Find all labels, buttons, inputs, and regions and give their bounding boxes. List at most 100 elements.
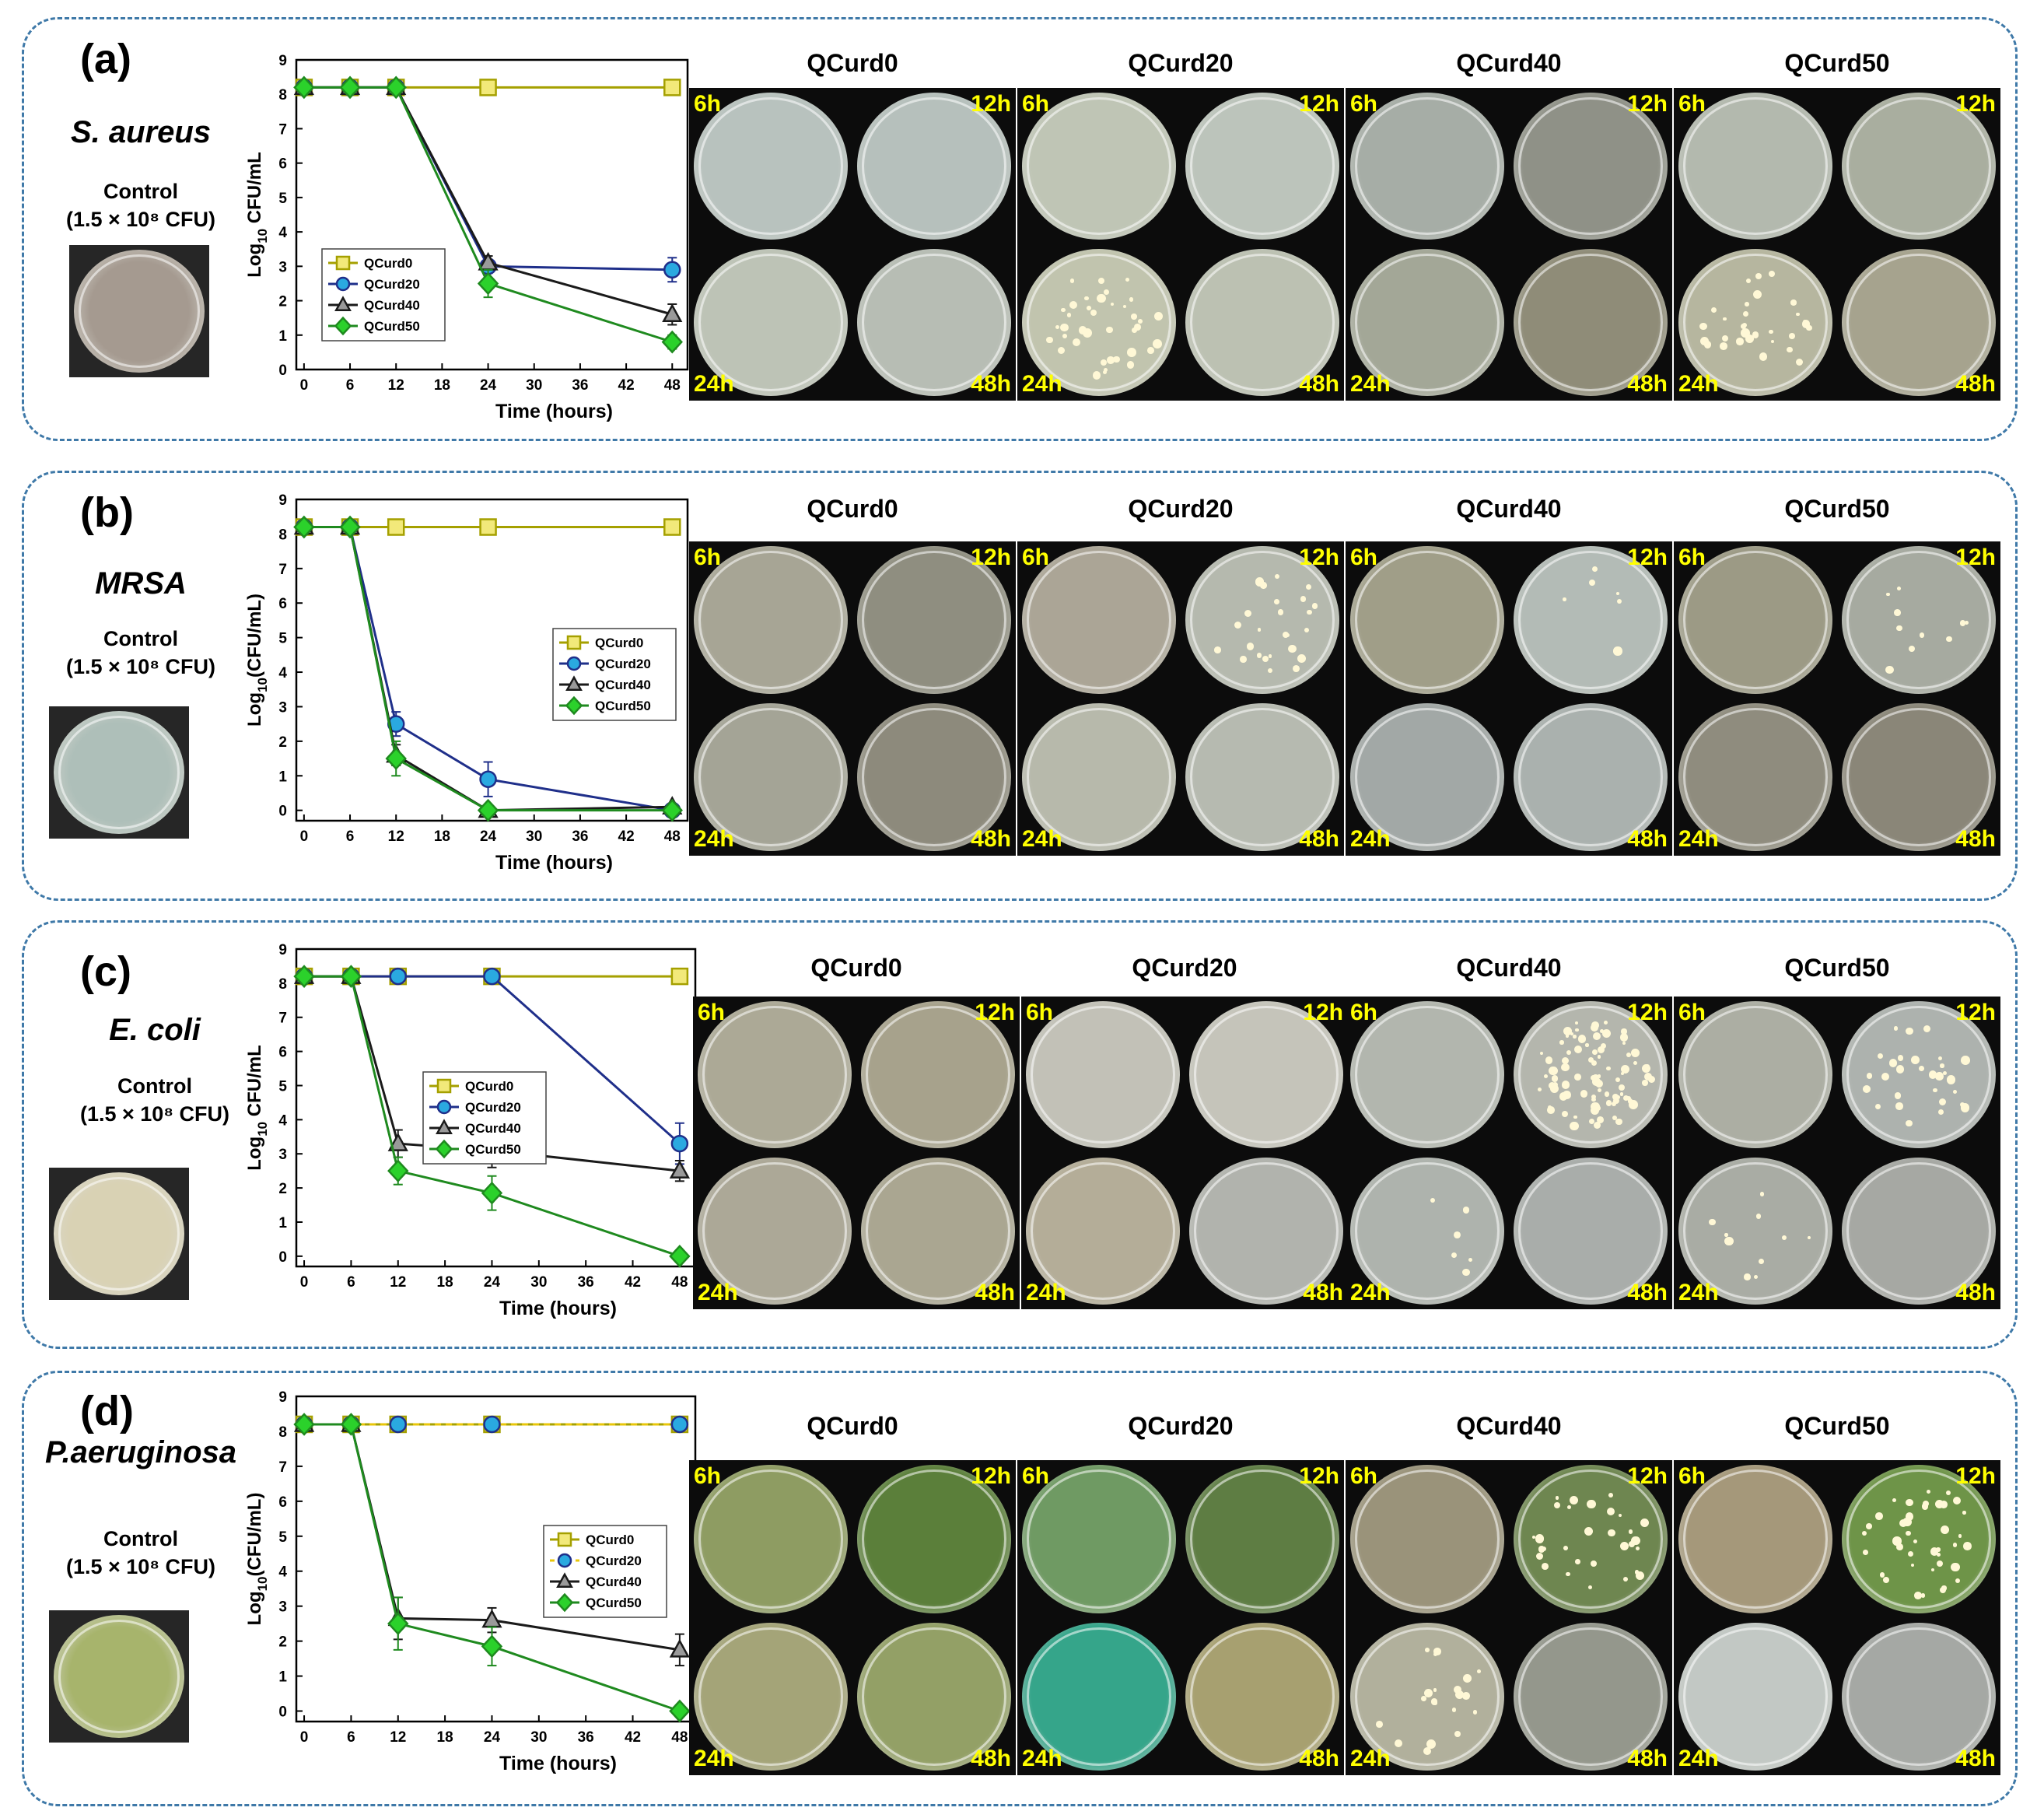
petri-dish xyxy=(857,1465,1011,1613)
legend-marker xyxy=(557,1553,572,1568)
colony-spot xyxy=(1878,1053,1884,1060)
grid-title-qcurd0: QCurd0 xyxy=(807,1412,898,1440)
plate-cell: 6h xyxy=(1346,997,1509,1153)
colony-spot xyxy=(1768,270,1776,278)
petri-dish xyxy=(1842,1465,1996,1613)
x-tick-label: 0 xyxy=(300,828,309,845)
colony-spot xyxy=(1546,1106,1555,1114)
legend-marker xyxy=(565,675,583,692)
control-plate-photo xyxy=(69,245,209,377)
plate-cell: 48h xyxy=(1509,1618,1672,1776)
colony-spot xyxy=(1640,1518,1649,1527)
plate-cell: 24h xyxy=(1346,699,1509,856)
data-point xyxy=(339,515,361,539)
x-tick-label: 48 xyxy=(664,377,681,394)
colony-spot xyxy=(1940,1501,1948,1508)
y-tick-label: 5 xyxy=(278,191,287,207)
plate-cell: 12h xyxy=(1837,541,2000,699)
data-point xyxy=(339,75,361,100)
colony-spot xyxy=(1755,1214,1762,1219)
colony-spot xyxy=(1561,1063,1570,1072)
data-point xyxy=(481,1181,503,1205)
y-axis-label-unit: (CFU/mL) xyxy=(244,1493,265,1577)
time-label: 24h xyxy=(1678,1280,1719,1305)
time-label: 48h xyxy=(1627,826,1668,852)
colony-spot xyxy=(1787,346,1793,353)
colony-spot xyxy=(1426,1739,1437,1750)
y-tick-label: 2 xyxy=(278,734,287,751)
y-tick-label: 8 xyxy=(278,87,287,103)
plate-cell: 24h xyxy=(1674,699,1837,856)
colony-spot xyxy=(1125,277,1129,282)
time-label: 12h xyxy=(971,1463,1011,1489)
colony-spot xyxy=(1297,654,1306,663)
grid-title-qcurd40: QCurd40 xyxy=(1456,954,1562,982)
legend-marker xyxy=(565,695,583,716)
petri-dish xyxy=(1026,1001,1180,1148)
colony-spot xyxy=(1563,597,1566,602)
colony-spot xyxy=(1305,584,1311,590)
plate-cell: 48h xyxy=(1509,244,1672,401)
colony-spot xyxy=(1100,359,1107,366)
petri-dish xyxy=(1350,1158,1504,1305)
plate-cell: 24h xyxy=(1017,244,1181,401)
plate-grid-qcurd0: 6h 12h 24h 48h xyxy=(689,541,1016,856)
colony-spot xyxy=(1277,609,1283,615)
data-point xyxy=(661,798,683,822)
time-label: 6h xyxy=(694,1463,722,1489)
colony-spot xyxy=(1613,1098,1620,1105)
legend-label: QCurd0 xyxy=(364,256,412,271)
petri-dish xyxy=(857,1622,1011,1771)
x-tick-label: 48 xyxy=(664,828,681,845)
colony-spot xyxy=(1622,1576,1629,1582)
colony-spot xyxy=(1626,1053,1632,1058)
colony-spot xyxy=(1574,1028,1579,1032)
petri-dish xyxy=(1189,1158,1343,1305)
colony-spot xyxy=(1930,1568,1934,1572)
colony-spot xyxy=(1591,1105,1600,1115)
time-label: 48h xyxy=(971,371,1011,397)
colony-spot xyxy=(1963,1542,1972,1550)
y-tick-label: 2 xyxy=(278,1181,287,1197)
colony-spot xyxy=(1127,348,1137,358)
y-axis-label: Log10(CFU/mL) xyxy=(244,1493,270,1626)
grid-title-qcurd40: QCurd40 xyxy=(1456,1412,1562,1440)
colony-spot xyxy=(1566,1571,1570,1577)
control-label-line1: Control xyxy=(117,1074,192,1098)
colony-spot xyxy=(1046,336,1054,344)
plate-grid-qcurd50: 6h 12h 24h 48h xyxy=(1674,541,2000,856)
colony-spot xyxy=(1928,1070,1937,1079)
petri-dish xyxy=(1514,1622,1668,1771)
legend: QCurd0 QCurd20 QCurd40 QCurd50 xyxy=(543,1525,667,1618)
petri-dish xyxy=(698,1158,852,1305)
colony-spot xyxy=(1630,1049,1640,1058)
time-label: 6h xyxy=(1350,91,1378,117)
legend-label: QCurd20 xyxy=(595,657,651,671)
colony-spot xyxy=(1069,278,1075,283)
control-dish xyxy=(54,1615,184,1738)
colony-spot xyxy=(1892,1536,1902,1546)
y-tick-label: 6 xyxy=(278,1494,287,1511)
petri-dish xyxy=(1514,1158,1668,1305)
plate-cell: 6h xyxy=(1674,997,1837,1153)
colony-spot xyxy=(1566,1504,1572,1510)
colony-spot xyxy=(1625,1096,1629,1100)
plate-cell: 6h xyxy=(1017,88,1181,244)
x-tick-label: 48 xyxy=(671,1729,688,1746)
plate-cell: 48h xyxy=(856,1153,1020,1309)
time-label: 24h xyxy=(1350,1746,1391,1771)
time-label: 6h xyxy=(694,91,722,117)
time-label: 12h xyxy=(971,545,1011,570)
time-label: 12h xyxy=(1955,1000,1996,1025)
time-label: 12h xyxy=(1299,91,1339,117)
colony-spot xyxy=(1055,324,1059,329)
plate-cell: 12h xyxy=(1181,541,1344,699)
y-axis-label-main: Log xyxy=(244,692,265,727)
y-axis-label-sub: 10 xyxy=(255,678,270,692)
y-tick-label: 0 xyxy=(278,1249,287,1266)
panel-a: (a) S. aureus Control (1.5 × 10⁸ CFU) 0 1… xyxy=(22,17,2018,441)
colony-spot xyxy=(1573,1115,1577,1119)
series-qcurd50 xyxy=(293,515,683,822)
colony-spot xyxy=(1875,1512,1883,1521)
legend-label: QCurd20 xyxy=(364,277,420,292)
